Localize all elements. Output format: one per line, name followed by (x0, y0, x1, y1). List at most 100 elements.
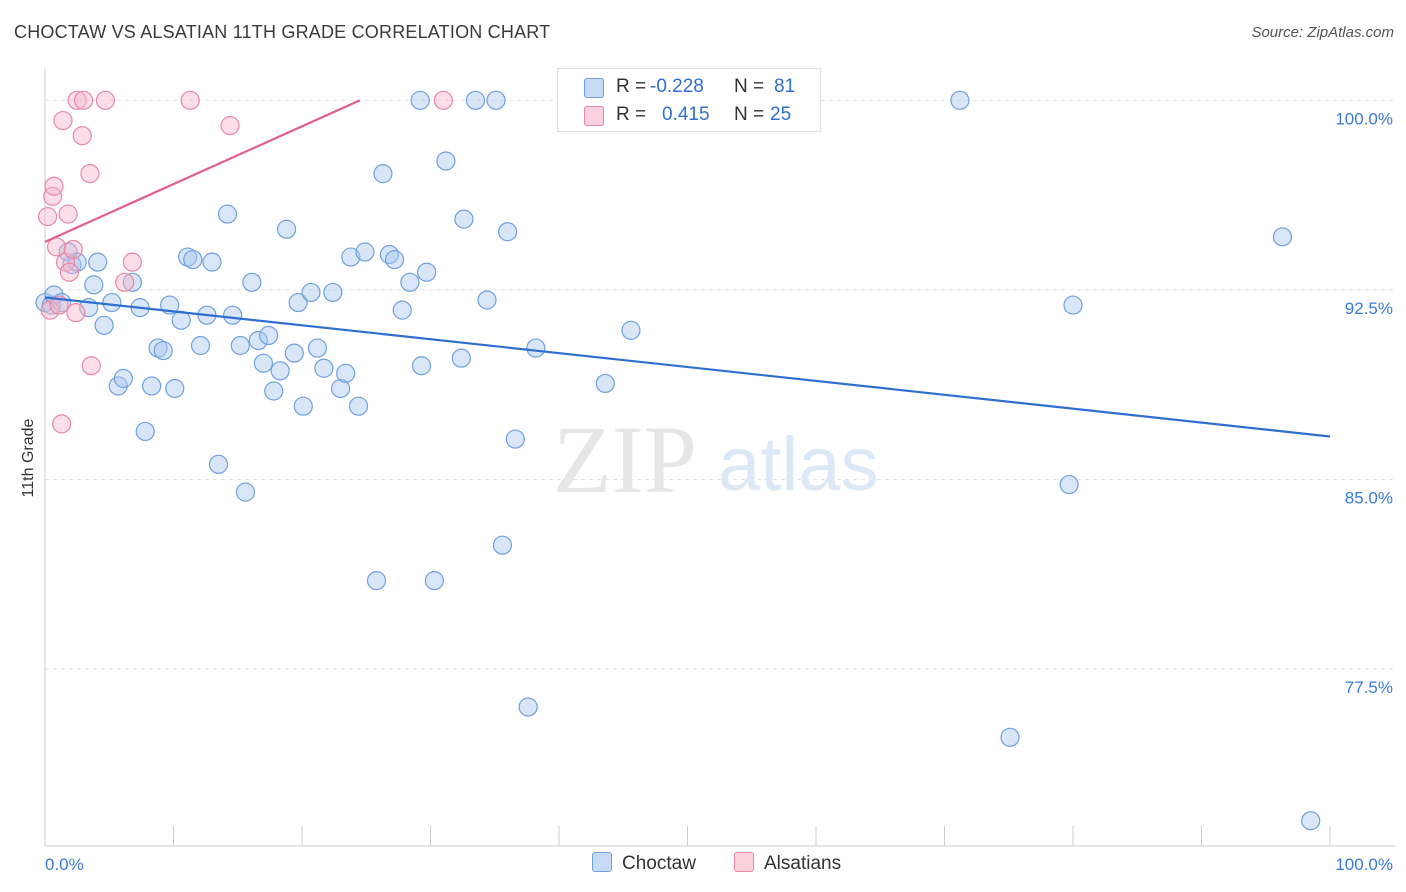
data-point-alsatians (43, 186, 63, 206)
data-point-choctaw (288, 292, 308, 313)
y-axis-label: 11th Grade (20, 418, 37, 497)
legend-swatch-choctaw (584, 78, 604, 98)
data-point-choctaw (94, 315, 114, 335)
data-point-choctaw (505, 429, 525, 449)
data-point-choctaw (301, 282, 321, 303)
watermark-zip: ZIP (553, 406, 697, 513)
trend-lines (44, 99, 1331, 438)
data-point-alsatians (122, 252, 142, 272)
data-point-choctaw (526, 338, 546, 358)
data-point-choctaw (217, 204, 238, 224)
data-point-choctaw (477, 290, 497, 310)
data-point-choctaw (113, 368, 133, 388)
data-point-alsatians (180, 90, 200, 110)
data-point-alsatians (53, 110, 73, 131)
legend-r-label: R = (616, 76, 647, 97)
data-point-choctaw (498, 222, 518, 242)
data-point-choctaw (518, 697, 538, 717)
data-point-choctaw (424, 570, 444, 591)
legend-n-value: 81 (774, 76, 796, 97)
legend-n-label: N = (734, 76, 765, 97)
data-point-choctaw (135, 421, 155, 442)
bottom-legend-label-alsatians: Alsatians (764, 853, 842, 874)
data-point-alsatians (44, 176, 64, 196)
data-point-choctaw (258, 325, 279, 346)
tick-labels: 100.0% 92.5% 85.0% 77.5% 0.0% 100.0% (45, 109, 1393, 874)
legend-r-label: R = (616, 104, 647, 125)
data-point-choctaw (355, 242, 375, 262)
data-point-choctaw (1301, 811, 1321, 831)
x-tick-label: 0.0% (45, 855, 84, 874)
data-point-choctaw (1272, 227, 1293, 247)
data-point-choctaw (148, 338, 168, 358)
data-point-choctaw (341, 247, 361, 267)
watermark: ZIP atlas (553, 406, 879, 513)
data-point-choctaw (248, 330, 268, 351)
correlation-legend: R = -0.228 N = 81 R = 0.415 N = 25 (557, 68, 821, 132)
data-point-choctaw (190, 335, 211, 356)
bottom-legend-alsatians: Alsatians (734, 852, 841, 875)
data-point-choctaw (253, 353, 274, 373)
bottom-legend-choctaw: Choctaw (592, 852, 696, 875)
data-point-choctaw (242, 272, 262, 292)
data-point-choctaw (595, 373, 615, 394)
data-point-choctaw (330, 378, 351, 399)
data-point-choctaw (230, 335, 250, 356)
legend-row-alsatians: R = 0.415 N = 25 (558, 100, 820, 128)
data-point-choctaw (451, 348, 471, 368)
data-point-choctaw (366, 570, 387, 591)
data-point-choctaw (178, 247, 198, 267)
chart-title: CHOCTAW VS ALSATIAN 11TH GRADE CORRELATI… (14, 22, 551, 42)
trend-line-choctaw (44, 296, 1331, 438)
data-point-alsatians (81, 356, 101, 376)
data-point-choctaw (486, 90, 506, 110)
data-point-choctaw (1059, 474, 1079, 495)
bottom-legend-label-choctaw: Choctaw (622, 853, 696, 874)
data-point-alsatians (52, 414, 72, 434)
legend-r-value: -0.228 (650, 76, 704, 97)
data-point-choctaw (293, 396, 313, 416)
data-point-choctaw (142, 376, 162, 396)
data-point-alsatians (80, 164, 100, 184)
data-point-choctaw (323, 282, 343, 303)
data-point-alsatians (72, 126, 92, 146)
data-point-choctaw (621, 320, 641, 340)
data-point-choctaw (410, 90, 430, 110)
data-point-alsatians (95, 90, 115, 110)
data-point-choctaw (264, 381, 284, 401)
trend-line-alsatians (44, 99, 361, 243)
data-point-alsatians (115, 272, 135, 292)
data-point-choctaw (208, 454, 229, 474)
data-point-choctaw (1063, 295, 1083, 315)
y-tick-label: 85.0% (1345, 488, 1393, 507)
data-point-choctaw (270, 361, 290, 381)
data-point-choctaw (223, 305, 243, 325)
bottom-legend-swatch-choctaw (592, 852, 612, 872)
data-point-alsatians (37, 207, 58, 227)
data-point-choctaw (153, 340, 173, 361)
data-point-alsatians (46, 237, 67, 257)
data-point-choctaw (348, 396, 369, 416)
data-point-alsatians (66, 303, 86, 323)
data-point-choctaw (950, 90, 970, 110)
data-point-choctaw (1000, 727, 1020, 747)
watermark-atlas: atlas (718, 422, 879, 507)
data-point-alsatians (40, 300, 60, 320)
bottom-legend-swatch-alsatians (734, 852, 754, 872)
data-point-choctaw (235, 482, 256, 502)
data-point-choctaw (165, 378, 185, 399)
data-point-choctaw (454, 209, 474, 229)
data-point-alsatians (67, 90, 87, 110)
data-point-choctaw (436, 151, 456, 171)
data-point-choctaw (183, 249, 203, 270)
data-point-alsatians (59, 262, 80, 282)
data-point-alsatians (63, 239, 83, 260)
data-point-choctaw (276, 219, 297, 239)
data-points (35, 90, 1321, 831)
data-point-choctaw (202, 252, 222, 272)
legend-n-label: N = (734, 104, 765, 125)
data-point-choctaw (84, 275, 104, 295)
data-point-choctaw (102, 292, 122, 313)
data-point-choctaw (465, 90, 486, 110)
